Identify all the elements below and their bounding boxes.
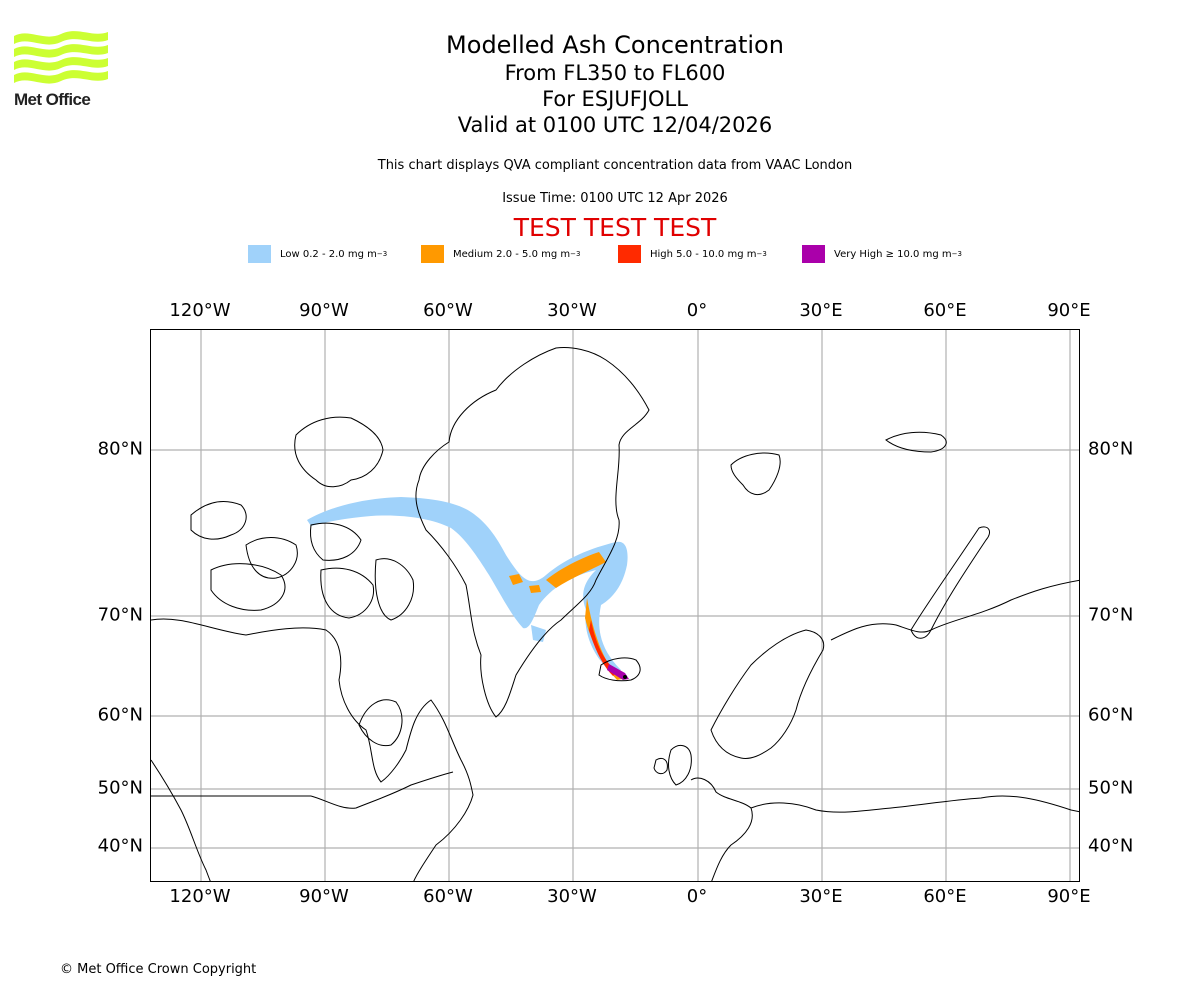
lat-tick-left: 80°N bbox=[97, 438, 143, 460]
graticule bbox=[151, 330, 1079, 881]
lon-tick-bottom: 30°E bbox=[799, 886, 843, 907]
volcano-marker bbox=[623, 675, 627, 679]
lon-tick-bottom: 60°W bbox=[423, 886, 473, 907]
lat-tick-right: 40°N bbox=[1088, 835, 1134, 857]
legend: Low 0.2 - 2.0 mg m −3 Medium 2.0 - 5.0 mg… bbox=[0, 244, 1200, 264]
lat-tick-right: 60°N bbox=[1088, 704, 1134, 726]
lat-tick-right: 70°N bbox=[1088, 604, 1134, 626]
ash-low bbox=[307, 497, 628, 674]
legend-label: High 5.0 - 10.0 mg m bbox=[650, 248, 757, 260]
legend-item-high: High 5.0 - 10.0 mg m −3 bbox=[618, 244, 767, 264]
lon-tick-top: 90°E bbox=[1047, 300, 1091, 321]
legend-swatch-very-high bbox=[802, 245, 825, 263]
met-office-logo: Met Office bbox=[14, 30, 108, 114]
legend-swatch-medium bbox=[421, 245, 444, 263]
lon-tick-bottom: 120°W bbox=[169, 886, 231, 907]
legend-item-very-high: Very High ≥ 10.0 mg m −3 bbox=[802, 244, 962, 264]
coastlines bbox=[151, 347, 1079, 881]
lon-tick-bottom: 90°E bbox=[1047, 886, 1091, 907]
lon-tick-bottom: 90°W bbox=[299, 886, 349, 907]
volcano-name: For ESJUFJOLL bbox=[542, 87, 688, 111]
valid-time: Valid at 0100 UTC 12/04/2026 bbox=[457, 113, 773, 137]
lon-tick-bottom: 0° bbox=[686, 886, 708, 907]
lon-tick-top: 90°W bbox=[299, 300, 349, 321]
legend-label: Very High ≥ 10.0 mg m bbox=[834, 248, 952, 260]
lon-tick-top: 60°E bbox=[923, 300, 967, 321]
map-canvas bbox=[151, 330, 1079, 881]
lat-tick-left: 40°N bbox=[97, 835, 143, 857]
copyright: © Met Office Crown Copyright bbox=[60, 962, 257, 977]
logo-text: Met Office bbox=[14, 90, 91, 109]
lon-tick-top: 0° bbox=[686, 300, 708, 321]
legend-item-low: Low 0.2 - 2.0 mg m −3 bbox=[248, 244, 387, 264]
lat-tick-left: 50°N bbox=[97, 777, 143, 799]
legend-swatch-low bbox=[248, 245, 271, 263]
chart-header: Modelled Ash Concentration From FL350 to… bbox=[0, 30, 1200, 138]
legend-label: Medium 2.0 - 5.0 mg m bbox=[453, 248, 571, 260]
lat-tick-right: 80°N bbox=[1088, 438, 1134, 460]
lon-tick-bottom: 60°E bbox=[923, 886, 967, 907]
flight-levels: From FL350 to FL600 bbox=[504, 61, 726, 85]
lon-tick-top: 30°E bbox=[799, 300, 843, 321]
map-panel[interactable] bbox=[150, 329, 1080, 882]
waves-icon bbox=[14, 31, 108, 84]
disclaimer: This chart displays QVA compliant concen… bbox=[377, 158, 853, 173]
lon-tick-top: 30°W bbox=[547, 300, 597, 321]
lat-tick-left: 60°N bbox=[97, 704, 143, 726]
legend-item-medium: Medium 2.0 - 5.0 mg m −3 bbox=[421, 244, 580, 264]
lat-tick-right: 50°N bbox=[1088, 777, 1134, 799]
lon-tick-top: 120°W bbox=[169, 300, 231, 321]
legend-label: Low 0.2 - 2.0 mg m bbox=[280, 248, 377, 260]
issue-time: Issue Time: 0100 UTC 12 Apr 2026 bbox=[502, 191, 728, 206]
lon-tick-top: 60°W bbox=[423, 300, 473, 321]
test-banner: TEST TEST TEST bbox=[513, 213, 717, 242]
legend-swatch-high bbox=[618, 245, 641, 263]
lat-tick-left: 70°N bbox=[97, 604, 143, 626]
lon-tick-bottom: 30°W bbox=[547, 886, 597, 907]
chart-title: Modelled Ash Concentration bbox=[446, 31, 784, 59]
